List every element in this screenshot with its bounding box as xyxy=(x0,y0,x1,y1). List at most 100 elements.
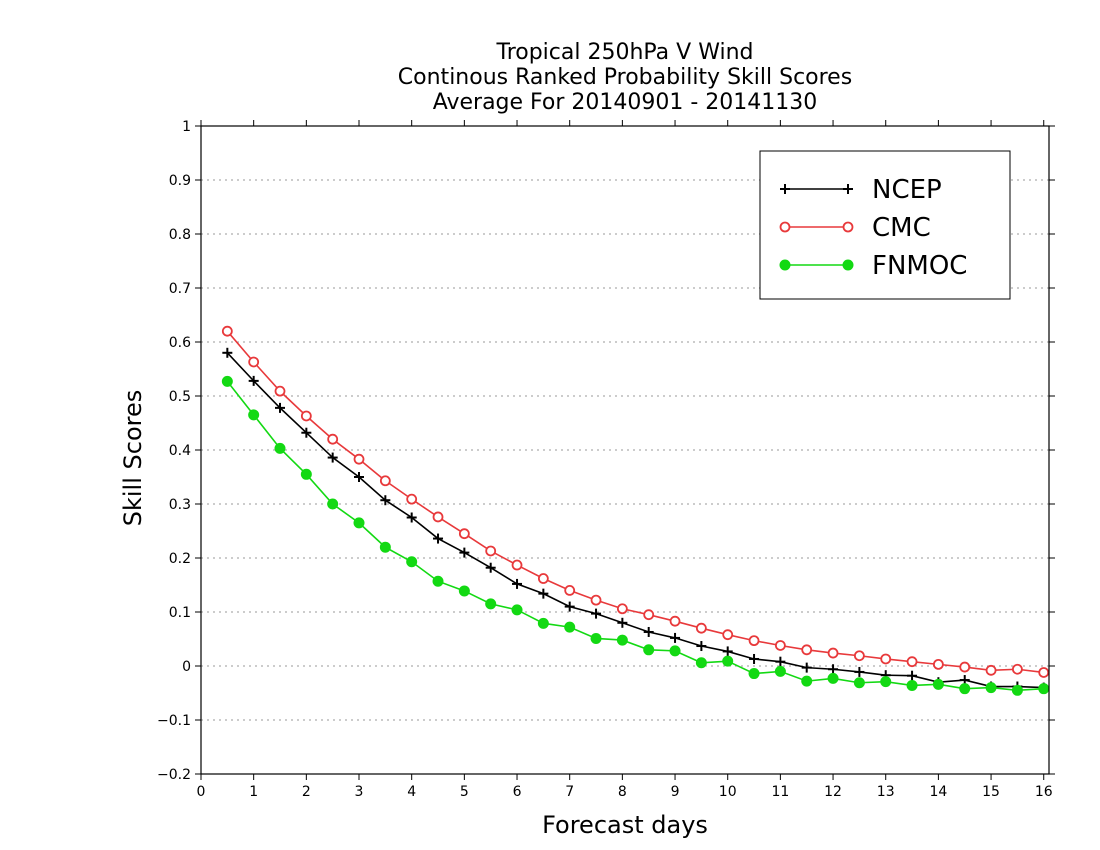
legend: NCEP CMC FNMOC xyxy=(759,150,1011,300)
legend-marker xyxy=(780,184,790,194)
legend-items: NCEP CMC FNMOC xyxy=(779,175,967,281)
x-tick-label: 14 xyxy=(929,784,947,800)
data-point-cmc xyxy=(221,325,233,337)
data-point-ncep xyxy=(459,547,470,558)
legend-label: CMC xyxy=(872,213,931,243)
data-point-fnmoc xyxy=(695,657,707,669)
data-point-fnmoc xyxy=(827,672,839,684)
data-point-fnmoc xyxy=(932,678,944,690)
legend-item-fnmoc: FNMOC xyxy=(779,251,967,281)
data-point-ncep xyxy=(327,452,338,463)
series-line-ncep xyxy=(226,352,1044,689)
data-point-cmc xyxy=(458,528,470,540)
data-point-cmc xyxy=(748,635,760,647)
x-tick-label: 1 xyxy=(249,784,258,800)
y-tick-label: 0.8 xyxy=(169,227,191,243)
legend-item-ncep: NCEP xyxy=(780,175,942,205)
y-tick-label: 0.6 xyxy=(169,335,191,351)
data-point-ncep xyxy=(380,495,391,506)
legend-item-cmc: CMC xyxy=(779,213,931,243)
data-point-fnmoc xyxy=(880,676,892,688)
y-tick-label: 0.2 xyxy=(169,551,191,567)
data-point-fnmoc xyxy=(906,679,918,691)
data-point-fnmoc xyxy=(406,556,418,568)
data-point-cmc xyxy=(537,573,549,584)
data-point-cmc xyxy=(643,609,655,621)
x-tick-label: 11 xyxy=(771,784,789,800)
legend-label: FNMOC xyxy=(872,251,967,281)
data-point-ncep xyxy=(248,375,259,386)
chart-title-line-2: Continous Ranked Probability Skill Score… xyxy=(398,65,852,90)
data-point-fnmoc xyxy=(221,375,233,387)
data-point-fnmoc xyxy=(748,668,760,680)
chart-title: Tropical 250hPa V Wind Continous Ranked … xyxy=(398,40,852,115)
y-tick-label: 0.3 xyxy=(169,497,191,513)
series-line-fnmoc xyxy=(226,380,1044,692)
y-tick-label: −0.2 xyxy=(157,767,191,783)
data-point-cmc xyxy=(669,615,681,627)
data-point-cmc xyxy=(722,629,734,641)
data-point-cmc xyxy=(695,622,707,634)
data-point-ncep xyxy=(670,632,681,643)
data-point-ncep xyxy=(354,472,365,482)
data-point-fnmoc xyxy=(853,677,865,689)
data-point-fnmoc xyxy=(590,632,602,644)
data-point-cmc xyxy=(801,644,813,656)
data-point-fnmoc xyxy=(801,675,813,687)
data-point-fnmoc xyxy=(300,468,312,480)
data-point-fnmoc xyxy=(327,498,339,510)
data-point-cmc xyxy=(300,410,312,422)
y-tick-label: 0.5 xyxy=(169,389,191,405)
data-point-fnmoc xyxy=(616,634,628,646)
x-tick-label: 6 xyxy=(513,784,522,800)
data-point-cmc xyxy=(906,656,918,668)
data-point-ncep xyxy=(722,646,733,657)
data-point-ncep xyxy=(696,641,707,652)
series-ncep xyxy=(222,347,1049,693)
x-tick-label: 3 xyxy=(355,784,364,800)
legend-marker xyxy=(843,184,853,194)
data-point-ncep xyxy=(564,601,575,612)
series-line-cmc xyxy=(226,330,1044,674)
y-tick-label: 0.7 xyxy=(169,281,191,297)
data-point-cmc xyxy=(432,511,444,523)
data-point-fnmoc xyxy=(274,442,286,454)
data-point-ncep xyxy=(591,608,602,619)
data-point-fnmoc xyxy=(959,683,971,695)
y-axis-label: Skill Scores xyxy=(119,390,147,527)
x-tick-label: 12 xyxy=(824,784,842,800)
data-point-fnmoc xyxy=(485,598,497,610)
data-point-ncep xyxy=(301,427,312,438)
legend-label: NCEP xyxy=(872,175,942,205)
data-point-cmc xyxy=(1011,663,1023,675)
x-tick-label: 16 xyxy=(1035,784,1053,800)
data-point-fnmoc xyxy=(432,575,444,587)
x-tick-label: 4 xyxy=(407,784,416,800)
y-tick-label: 0.1 xyxy=(169,605,191,621)
data-point-cmc xyxy=(590,594,602,606)
x-tick-label: 9 xyxy=(671,784,680,800)
data-point-fnmoc xyxy=(537,617,549,629)
data-point-cmc xyxy=(379,475,391,487)
legend-marker xyxy=(779,259,791,271)
data-point-ncep xyxy=(406,512,417,523)
data-point-fnmoc xyxy=(669,645,681,657)
data-point-ncep xyxy=(828,664,839,675)
legend-marker xyxy=(842,259,854,271)
data-point-fnmoc xyxy=(458,585,470,597)
data-point-fnmoc xyxy=(1011,684,1023,696)
x-tick-label: 5 xyxy=(460,784,469,800)
chart-title-line-3: Average For 20140901 - 20141130 xyxy=(433,90,818,115)
data-point-ncep xyxy=(485,562,496,573)
data-point-cmc xyxy=(274,385,286,397)
data-point-cmc xyxy=(1038,667,1050,678)
data-point-cmc xyxy=(880,653,892,665)
data-point-cmc xyxy=(353,453,365,465)
data-point-fnmoc xyxy=(643,644,655,656)
data-point-cmc xyxy=(853,650,865,662)
series-fnmoc xyxy=(221,375,1050,696)
data-point-cmc xyxy=(248,356,260,368)
y-tick-label: 0.4 xyxy=(169,443,191,459)
data-point-cmc xyxy=(774,640,786,651)
y-tick-label: 0 xyxy=(182,659,191,675)
